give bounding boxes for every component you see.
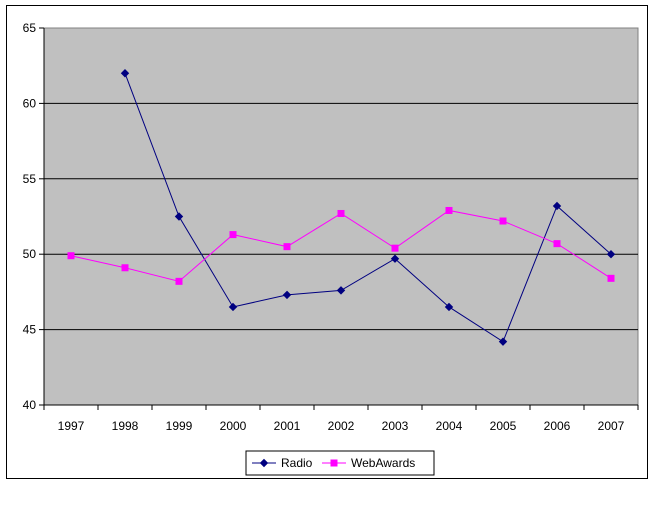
data-point-radio xyxy=(174,212,184,221)
legend-marker-radio xyxy=(259,458,269,468)
axes xyxy=(43,28,638,406)
data-point-webawards xyxy=(607,274,615,282)
data-point-radio xyxy=(282,290,292,300)
y-tick-label: 55 xyxy=(23,172,37,186)
data-point-webawards xyxy=(283,243,291,251)
y-tick-label: 40 xyxy=(23,398,37,412)
x-tick-label: 1997 xyxy=(58,419,85,433)
data-point-webawards xyxy=(445,206,453,214)
x-tick-label: 2003 xyxy=(382,419,409,433)
x-tick-label: 2007 xyxy=(598,419,625,433)
legend-label-radio: Radio xyxy=(281,456,313,470)
series-webawards xyxy=(67,206,615,285)
data-point-webawards xyxy=(121,264,129,272)
x-tick-label: 1999 xyxy=(166,419,193,433)
series-lines xyxy=(67,69,616,346)
x-axis-ticks: 1997 1998 1999 2000 2001 2002 2003 2004 2005 2006… xyxy=(43,405,639,433)
data-point-webawards xyxy=(229,231,237,239)
data-point-radio xyxy=(552,201,562,211)
data-point-webawards xyxy=(391,244,399,252)
y-tick-label: 45 xyxy=(23,323,37,337)
x-tick-label: 2000 xyxy=(220,419,247,433)
x-tick-label: 2002 xyxy=(328,419,355,433)
x-tick-label: 2001 xyxy=(274,419,301,433)
series-radio xyxy=(120,69,616,346)
x-tick-label: 2006 xyxy=(544,419,571,433)
data-point-webawards xyxy=(553,240,561,248)
data-point-webawards xyxy=(499,217,507,225)
data-point-radio xyxy=(390,254,400,263)
legend: Radio WebAwards xyxy=(245,450,435,476)
data-point-radio xyxy=(120,69,130,78)
x-tick-label: 1998 xyxy=(112,419,139,433)
x-tick-label: 2004 xyxy=(436,419,463,433)
y-axis-ticks: 40 45 50 55 60 65 xyxy=(23,21,44,412)
data-point-webawards xyxy=(67,252,75,260)
y-tick-label: 65 xyxy=(23,21,37,35)
y-tick-label: 50 xyxy=(23,247,37,261)
y-tick-label: 60 xyxy=(23,96,37,110)
legend-marker-webawards xyxy=(330,459,338,467)
data-point-radio xyxy=(606,249,616,259)
gridlines xyxy=(44,102,638,331)
data-point-radio xyxy=(228,302,238,312)
data-point-webawards xyxy=(175,277,183,285)
data-point-webawards xyxy=(337,209,345,217)
series-line-radio xyxy=(124,73,612,343)
legend-label-webawards: WebAwards xyxy=(351,456,415,470)
data-point-radio xyxy=(336,286,346,295)
data-point-radio xyxy=(444,302,454,312)
data-point-radio xyxy=(498,337,508,346)
x-tick-label: 2005 xyxy=(490,419,517,433)
